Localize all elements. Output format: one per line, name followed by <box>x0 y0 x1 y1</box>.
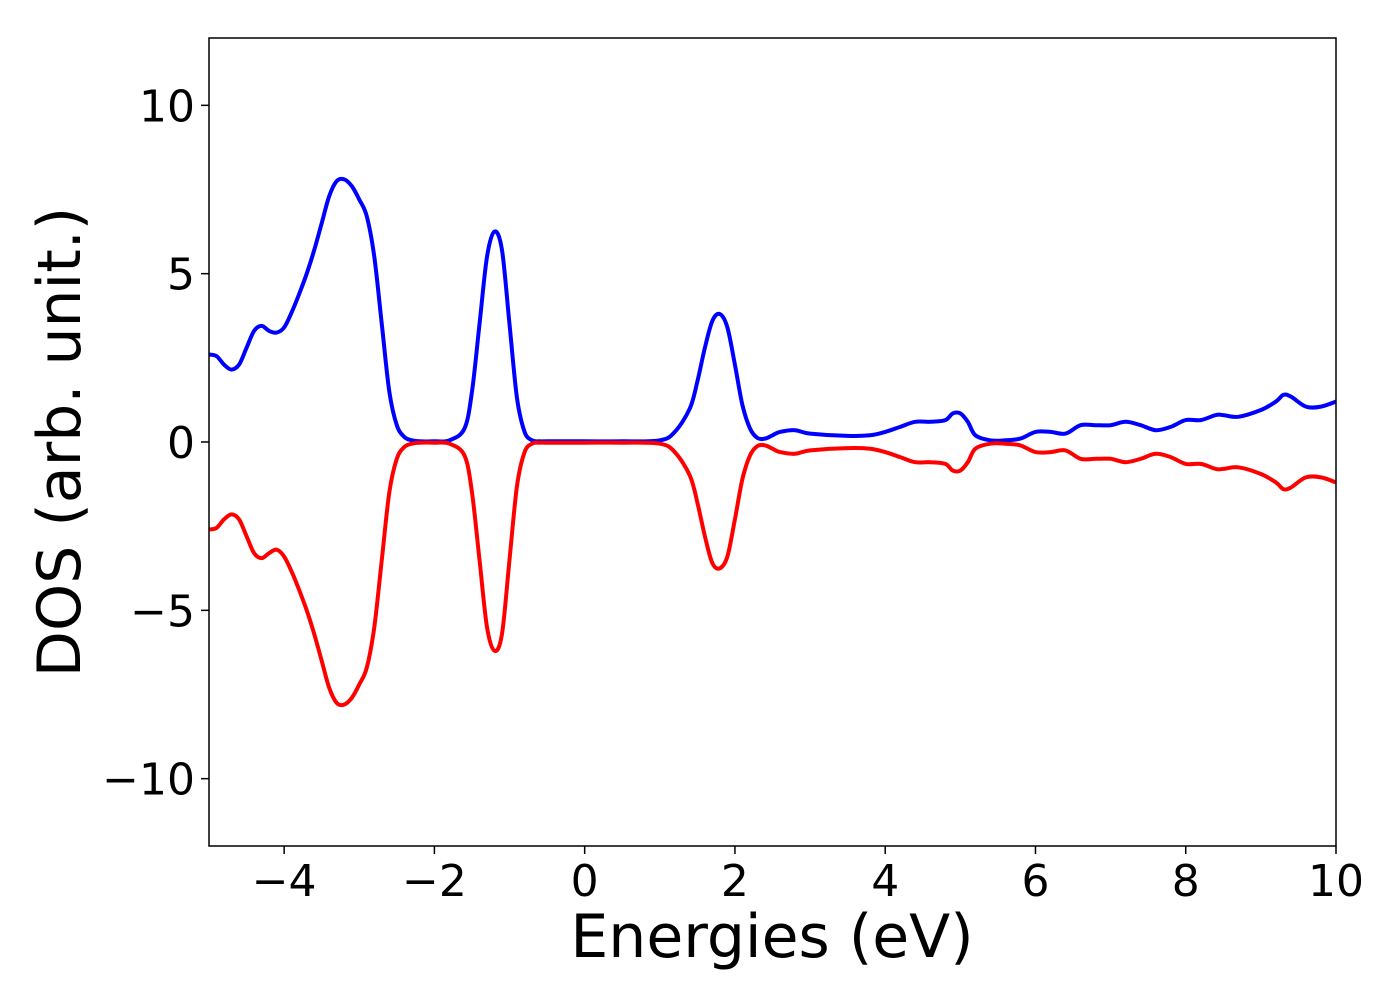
x-tick-label: 2 <box>721 856 749 907</box>
x-tick-label: 0 <box>571 856 599 907</box>
x-axis: −4 −2 0 2 4 6 8 10 <box>252 846 1364 907</box>
x-tick-label: 4 <box>871 856 899 907</box>
x-tick-label: −4 <box>252 856 317 907</box>
y-tick-label: 0 <box>167 418 195 469</box>
y-axis: −10 −5 0 5 10 <box>102 81 209 806</box>
plot-frame <box>208 37 1337 847</box>
x-tick-label: 10 <box>1308 856 1364 907</box>
y-tick-label: 10 <box>139 81 195 132</box>
series-layer <box>209 176 1336 708</box>
series-line-negative <box>209 440 1336 708</box>
y-tick-label: 5 <box>167 250 195 301</box>
x-tick-label: 6 <box>1021 856 1049 907</box>
y-tick-label: −5 <box>130 586 195 637</box>
x-tick-label: 8 <box>1172 856 1200 907</box>
series-line-positive <box>209 176 1336 444</box>
y-tick-label: −10 <box>102 755 195 806</box>
x-tick-label: −2 <box>402 856 467 907</box>
y-axis-label: DOS (arb. unit.) <box>25 207 95 677</box>
x-axis-label: Energies (eV) <box>570 902 973 972</box>
